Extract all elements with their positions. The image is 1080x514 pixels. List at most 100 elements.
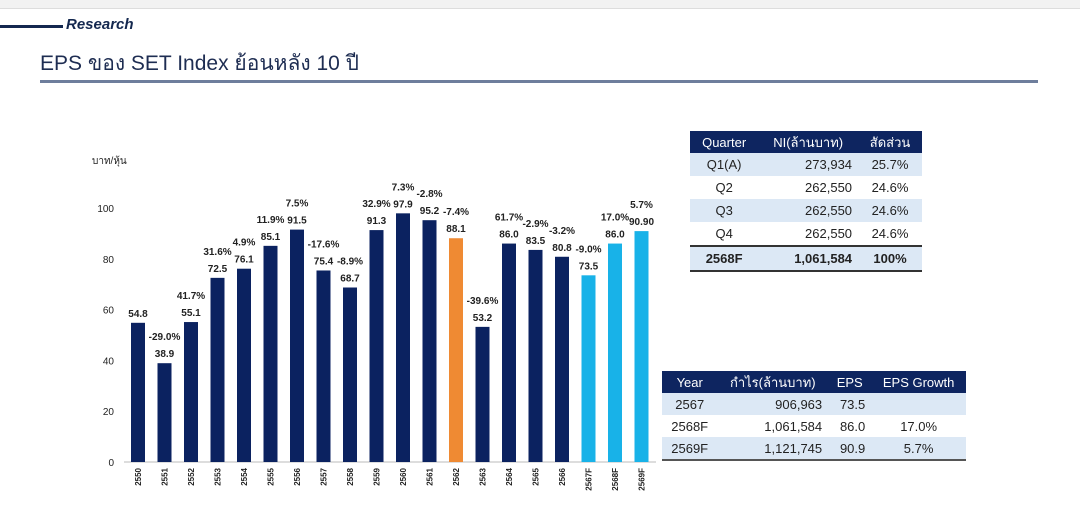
cell: 1,121,745	[717, 437, 829, 461]
bar	[237, 268, 251, 462]
bar-value-label: 73.5	[579, 261, 599, 272]
col-header: EPS	[828, 371, 872, 393]
bar-growth-label: 4.9%	[233, 238, 256, 249]
cell: 25.7%	[858, 153, 922, 176]
x-tick-label: 2556	[293, 467, 302, 485]
cell: 5.7%	[871, 437, 966, 461]
col-header: กำไร(ล้านบาท)	[717, 371, 829, 393]
table-row: Q2 262,550 24.6%	[690, 176, 922, 199]
bar-growth-label: 5.7%	[630, 200, 653, 211]
bar	[131, 322, 145, 462]
bar-value-label: 68.7	[340, 274, 360, 285]
cell	[871, 393, 966, 415]
y-tick-label: 60	[103, 306, 115, 317]
bar-value-label: 75.4	[314, 256, 334, 267]
y-tick-label: 0	[108, 458, 114, 469]
bar-value-label: 90.90	[629, 217, 654, 228]
table-row: 2567 906,963 73.5	[662, 393, 966, 415]
y-tick-label: 20	[103, 407, 115, 418]
x-tick-label: 2559	[373, 467, 382, 485]
x-tick-label: 2568F	[611, 468, 620, 491]
bar	[369, 230, 384, 462]
bar	[263, 245, 278, 462]
cell: 2567	[662, 393, 718, 415]
bar	[422, 220, 437, 462]
cell: 262,550	[805, 226, 853, 241]
bar-growth-label: -8.9%	[337, 257, 363, 268]
bar	[555, 256, 569, 462]
cell: 73.5	[828, 393, 872, 415]
quarter-table: Quarter NI(ล้านบาท) สัดส่วน Q1(A) 273,934…	[690, 131, 922, 272]
col-header: สัดส่วน	[858, 131, 922, 153]
x-tick-label: 2551	[161, 467, 170, 485]
cell: 2569F	[662, 437, 718, 461]
bar-growth-label: -2.8%	[416, 189, 442, 200]
bar	[210, 277, 225, 462]
bar-growth-label: -2.9%	[522, 219, 548, 230]
bar-value-label: 95.2	[420, 206, 440, 217]
x-tick-label: 2555	[267, 467, 276, 485]
cell: 2568F	[690, 245, 759, 272]
x-tick-label: 2566	[558, 467, 567, 485]
cell: 906,963	[717, 393, 829, 415]
bar-value-label: 80.8	[552, 243, 572, 254]
bar-value-label: 76.1	[234, 255, 254, 266]
cell: 1,061,584	[764, 418, 823, 434]
cell: 1,061,584	[758, 245, 859, 272]
bar-value-label: 91.3	[367, 216, 387, 227]
cell: 273,934	[758, 153, 859, 176]
cell: 17.0%	[900, 418, 938, 434]
bar-value-label: 88.1	[446, 224, 466, 235]
bar-growth-label: -9.0%	[575, 244, 601, 255]
bar-growth-label: -17.6%	[308, 239, 340, 250]
bar-value-label: 54.8	[128, 309, 148, 320]
title-underline	[40, 80, 1038, 83]
x-tick-label: 2553	[214, 467, 223, 485]
cell: Q2	[715, 180, 733, 195]
bar-value-label: 97.9	[393, 199, 413, 210]
bar-growth-label: 31.6%	[203, 247, 231, 258]
bar-value-label: 72.5	[208, 264, 228, 275]
brand-line	[0, 25, 63, 28]
table-row: Q3 262,550 24.6%	[690, 199, 922, 222]
bar	[502, 243, 516, 462]
bar-growth-label: 7.3%	[392, 182, 415, 193]
bar-growth-label: 7.5%	[286, 199, 309, 210]
bar-value-label: 53.2	[473, 313, 493, 324]
bar-value-label: 86.0	[499, 230, 519, 241]
bar-growth-label: 11.9%	[257, 215, 285, 226]
cell: Q4	[715, 226, 733, 241]
cell: Q3	[690, 199, 759, 222]
x-tick-label: 2569F	[638, 468, 647, 491]
x-tick-label: 2557	[320, 467, 329, 485]
y-axis-label: บาท/หุ้น	[92, 155, 127, 167]
x-tick-label: 2554	[240, 467, 249, 485]
x-tick-label: 2558	[346, 467, 355, 485]
x-tick-label: 2552	[187, 467, 196, 485]
x-tick-label: 2560	[399, 467, 408, 485]
bar	[475, 326, 490, 462]
bar	[343, 287, 357, 462]
bar	[396, 213, 410, 462]
bar	[608, 243, 622, 462]
cell: 86.0	[839, 418, 866, 434]
cell: 262,550	[805, 180, 853, 195]
col-header: Quarter	[690, 131, 759, 153]
table-row: Q1(A) 273,934 25.7%	[690, 153, 922, 176]
bar	[316, 270, 331, 462]
bar-growth-label: 32.9%	[362, 199, 390, 210]
bar	[528, 249, 543, 462]
bar-growth-label: -7.4%	[443, 207, 469, 218]
bar-value-label: 91.5	[287, 216, 307, 227]
bar-growth-label: -29.0%	[149, 332, 181, 343]
total-row: 2568F 1,061,584 100%	[690, 245, 922, 272]
y-tick-label: 80	[103, 255, 115, 266]
cell: 262,550	[758, 199, 859, 222]
cell: Q1(A)	[690, 153, 759, 176]
cell: 2568F	[671, 418, 709, 434]
bar-value-label: 86.0	[605, 230, 625, 241]
cell: 24.6%	[871, 226, 909, 241]
y-tick-label: 100	[97, 204, 114, 215]
x-tick-label: 2550	[134, 467, 143, 485]
bar-value-label: 83.5	[526, 236, 546, 247]
